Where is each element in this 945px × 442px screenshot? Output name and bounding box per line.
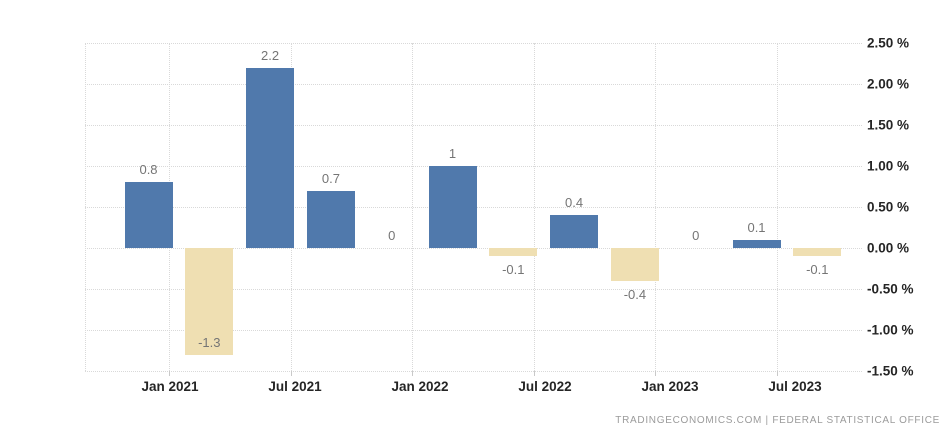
y-axis-tick-label: -1.00 %: [867, 322, 914, 338]
bar-oct-2020[interactable]: [124, 182, 173, 248]
v-gridline: [533, 43, 535, 371]
x-axis-tick-label: Jan 2022: [391, 379, 449, 394]
bar-value-label: 0.1: [747, 219, 766, 235]
y-axis-tick-label: 2.00 %: [867, 76, 910, 92]
h-gridline: [85, 330, 862, 331]
bar-apr-2021[interactable]: [246, 67, 295, 248]
y-axis-tick-label: -0.50 %: [867, 281, 914, 297]
v-gridline: [655, 43, 657, 371]
bar-apr-2022[interactable]: [489, 248, 538, 257]
bar-jul-2023[interactable]: [793, 248, 842, 257]
y-axis-tick-label: 1.00 %: [867, 158, 910, 174]
x-axis-tick-label: Jul 2023: [768, 379, 822, 394]
x-axis-tick-label: Jul 2021: [268, 379, 322, 394]
bar-value-label: -1.3: [198, 334, 221, 350]
h-gridline: [85, 43, 862, 44]
bar-value-label: 0.7: [321, 170, 340, 186]
x-axis-tickmark: [290, 371, 292, 376]
bar-oct-2022[interactable]: [610, 248, 659, 281]
x-axis-tickmark: [169, 371, 170, 376]
bar-value-label: 0: [692, 228, 700, 243]
bar-value-label: -0.4: [623, 286, 647, 302]
v-gridline: [412, 43, 414, 371]
bar-value-label: -0.1: [806, 262, 829, 278]
bar-apr-2023[interactable]: [732, 239, 781, 248]
y-axis-tick-label: 1.50 %: [867, 117, 910, 133]
x-axis-tick-label: Jul 2022: [518, 379, 572, 394]
bar-jan-2021[interactable]: [185, 248, 234, 355]
bar-value-label: 0.8: [139, 162, 158, 178]
x-axis-tickmark: [655, 371, 657, 376]
bar-jul-2021[interactable]: [306, 190, 355, 248]
h-gridline: [85, 248, 862, 249]
x-axis-tickmark: [777, 371, 778, 376]
h-gridline: [85, 125, 862, 126]
y-axis-tick-label: 0.00 %: [867, 240, 910, 256]
bar-value-label: 2.2: [261, 47, 280, 63]
plot-left-border: [85, 43, 86, 371]
h-gridline: [85, 289, 862, 290]
bar-jul-2022[interactable]: [550, 215, 599, 248]
bar-jan-2022[interactable]: [428, 166, 477, 248]
bar-value-label: -0.1: [502, 262, 525, 278]
bar-value-label: 0: [388, 228, 396, 243]
attribution-text: TRADINGECONOMICS.COM | FEDERAL STATISTIC…: [615, 415, 940, 426]
y-axis-tick-label: 2.50 %: [867, 35, 910, 51]
y-axis-tick-label: -1.50 %: [867, 363, 914, 379]
x-axis-tickmark: [533, 371, 535, 376]
x-axis-tick-label: Jan 2023: [641, 379, 699, 394]
bar-value-label: 1: [448, 146, 457, 161]
x-axis-tick-label: Jan 2021: [141, 379, 199, 394]
h-gridline: [85, 371, 862, 372]
bar-value-label: 0.4: [565, 195, 584, 211]
h-gridline: [85, 84, 862, 85]
v-gridline: [777, 43, 778, 371]
y-axis-tick-label: 0.50 %: [867, 199, 910, 215]
x-axis-tickmark: [412, 371, 414, 376]
